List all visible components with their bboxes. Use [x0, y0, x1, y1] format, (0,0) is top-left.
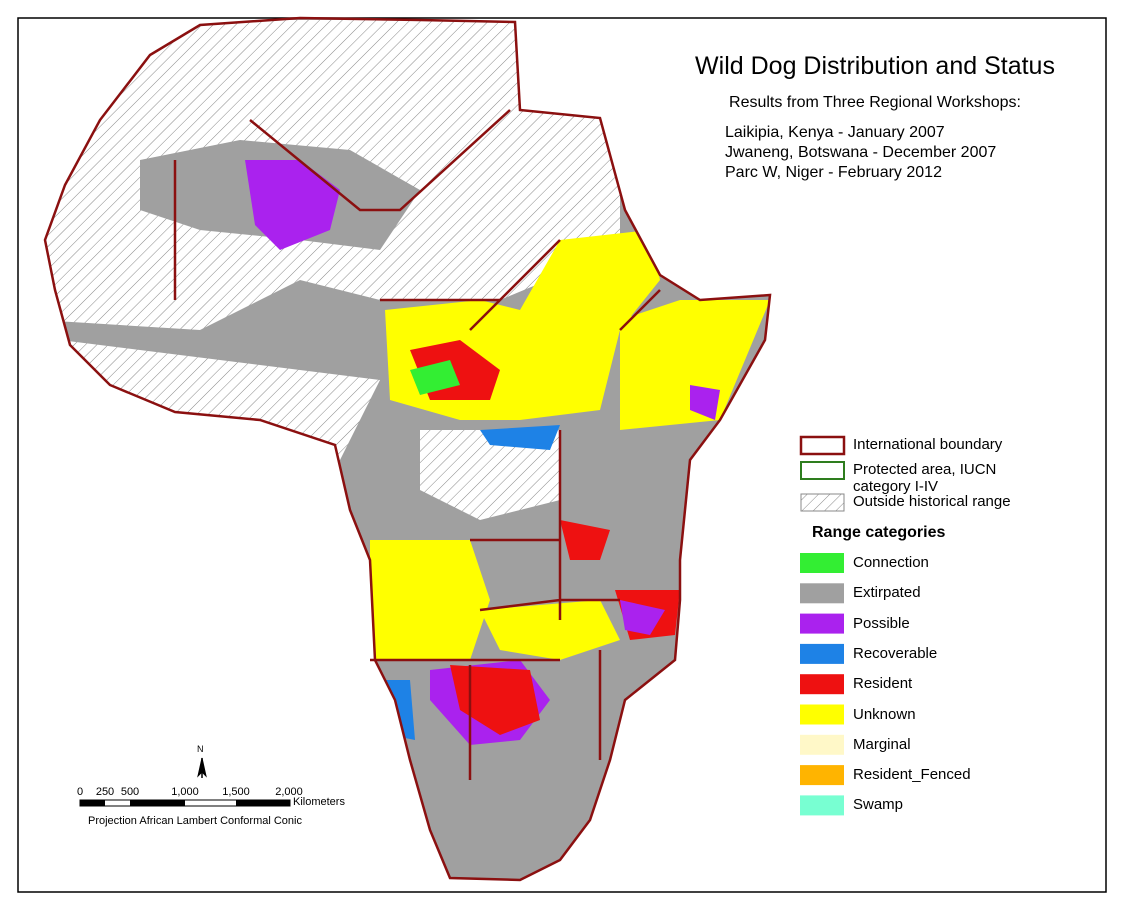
title: Wild Dog Distribution and Status: [695, 52, 1055, 80]
resident-botswana: [450, 665, 540, 735]
legend-swatch: [800, 795, 844, 816]
north-label: N: [197, 744, 204, 754]
legend-swatch: [800, 734, 844, 755]
outside-range-congo: [420, 430, 560, 520]
unknown-zambia: [480, 600, 620, 660]
legend-label: Resident_Fenced: [853, 766, 971, 784]
legend-swatch: [800, 643, 844, 664]
legend-label: Unknown: [853, 705, 916, 723]
possible-area: [245, 160, 340, 250]
scale-label: 500: [120, 786, 140, 798]
legend-swatch: [800, 493, 845, 512]
legend-label: Extirpated: [853, 584, 921, 602]
country-borders: [173, 109, 661, 780]
legend-label: Resident: [853, 675, 913, 693]
legend-label: Recoverable: [853, 644, 938, 662]
legend-label: Swamp: [853, 796, 904, 814]
unknown-angola: [370, 540, 490, 660]
legend-swatch: [800, 704, 844, 725]
subtitle: Results from Three Regional Workshops:: [729, 94, 1021, 111]
legend-label: International boundary: [853, 436, 1003, 453]
legend-swatch: [800, 553, 844, 573]
scale-label: 1,000: [171, 786, 199, 798]
scale-label: 2,000: [275, 786, 303, 798]
projection: Projection African Lambert Conformal Con…: [88, 815, 302, 827]
legend-swatch: [800, 461, 845, 480]
legend-swatch: [799, 435, 846, 456]
scale-bar-segment: [130, 800, 185, 806]
workshop: Jwaneng, Botswana - December 2007: [725, 144, 997, 161]
scale-label: 1,500: [222, 786, 250, 798]
legend-label: Possible: [853, 614, 910, 632]
legend-swatch: [800, 613, 844, 634]
legend-label: Protected area, IUCN category I-IV: [853, 461, 997, 495]
north-arrow-head: [197, 757, 207, 778]
scale-label: 0: [76, 786, 84, 798]
connection-area: [410, 360, 460, 395]
possible-tanzania: [620, 600, 665, 635]
scale-bar: [79, 799, 291, 807]
legend-label: Marginal: [853, 735, 911, 753]
resident-kenya: [560, 520, 610, 560]
scale-label: 250: [95, 786, 115, 798]
legend-label: Outside historical range: [853, 493, 1011, 510]
scale-bar-segment: [80, 800, 105, 806]
recoverable-area: [480, 425, 560, 450]
unknown-horn: [620, 300, 770, 430]
legend-swatch: [800, 583, 844, 604]
north-arrow: [197, 757, 207, 778]
scale-bar-segment: [236, 800, 290, 806]
legend-swatch: [800, 674, 844, 695]
legend-label: Connection: [853, 554, 929, 571]
workshop: Laikipia, Kenya - January 2007: [725, 124, 945, 141]
boundaries: [43, 16, 772, 882]
frame: [17, 17, 1107, 893]
legend-swatch: [800, 765, 844, 786]
scale-unit: Kilometers: [293, 796, 345, 808]
possible-somalia: [690, 385, 720, 420]
workshop: Parc W, Niger - February 2012: [725, 164, 942, 181]
legend-title: Range categories: [812, 524, 946, 541]
